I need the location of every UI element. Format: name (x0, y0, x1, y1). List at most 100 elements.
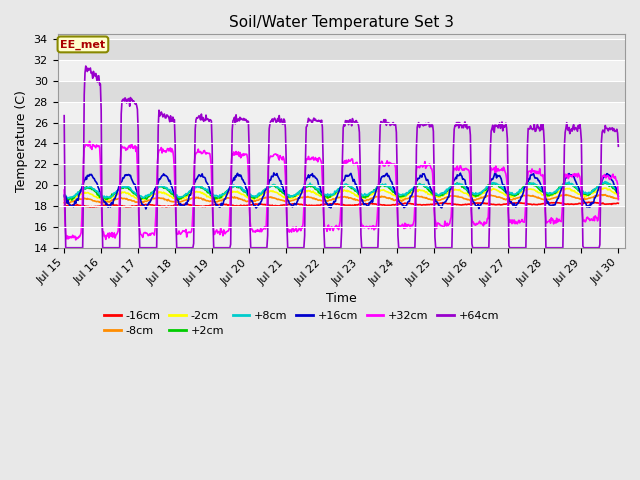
+2cm (60, 194, 68, 200)
Line: -2cm: -2cm (64, 187, 618, 201)
Line: +32cm: +32cm (64, 143, 618, 240)
-16cm (426, 202, 433, 208)
Y-axis label: Temperature (C): Temperature (C) (15, 90, 28, 192)
+32cm (129, 147, 136, 153)
+64cm (214, 245, 222, 251)
+8cm (214, 193, 221, 199)
+32cm (410, 216, 418, 222)
+64cm (614, 145, 622, 151)
+16cm (214, 204, 221, 209)
Bar (58, 122, 625, 144)
+8cm (603, 179, 611, 184)
+8cm (426, 186, 433, 192)
-16cm (88, 204, 96, 210)
-8cm (70, 199, 78, 204)
+64cm (83, 62, 90, 68)
-16cm (128, 204, 136, 209)
+8cm (410, 184, 417, 190)
-8cm (410, 193, 417, 199)
Bar (58, 144, 625, 164)
+2cm (71, 193, 79, 199)
-8cm (97, 201, 104, 206)
-8cm (599, 192, 607, 197)
Line: +8cm: +8cm (64, 181, 618, 198)
+64cm (129, 100, 136, 106)
+16cm (127, 175, 135, 180)
+32cm (214, 229, 222, 235)
-2cm (60, 197, 68, 203)
Bar (58, 164, 625, 185)
-8cm (426, 197, 433, 203)
+2cm (128, 189, 136, 194)
+16cm (60, 192, 68, 198)
+16cm (383, 170, 390, 176)
+16cm (179, 205, 187, 211)
+8cm (128, 187, 136, 193)
-16cm (184, 202, 192, 208)
+8cm (184, 190, 192, 196)
+32cm (71, 234, 79, 240)
X-axis label: Time: Time (326, 292, 356, 305)
-2cm (71, 195, 79, 201)
Text: EE_met: EE_met (60, 39, 106, 49)
+64cm (426, 120, 434, 126)
Bar (58, 185, 625, 206)
+2cm (410, 184, 417, 190)
+32cm (92, 140, 100, 145)
Bar (58, 81, 625, 102)
-2cm (64, 198, 72, 204)
+16cm (410, 185, 418, 191)
-2cm (614, 192, 622, 198)
Line: +16cm: +16cm (64, 173, 618, 208)
Legend: -16cm, -8cm, -2cm, +2cm, +8cm, +16cm, +32cm, +64cm: -16cm, -8cm, -2cm, +2cm, +8cm, +16cm, +3… (100, 306, 503, 340)
+2cm (598, 180, 606, 186)
-16cm (410, 201, 417, 207)
+2cm (614, 191, 622, 196)
+16cm (614, 193, 622, 199)
-8cm (614, 196, 622, 202)
+32cm (60, 187, 68, 193)
-16cm (214, 201, 221, 207)
Bar (58, 102, 625, 122)
Bar (58, 39, 625, 60)
+32cm (426, 164, 434, 170)
-16cm (60, 203, 68, 208)
Title: Soil/Water Temperature Set 3: Soil/Water Temperature Set 3 (228, 15, 454, 30)
-8cm (60, 200, 68, 206)
+64cm (71, 245, 79, 251)
-2cm (128, 193, 136, 199)
Line: +64cm: +64cm (64, 65, 618, 248)
-16cm (70, 202, 78, 208)
-8cm (128, 198, 136, 204)
+64cm (62, 245, 70, 251)
+64cm (410, 245, 418, 251)
+2cm (426, 189, 433, 194)
+32cm (185, 226, 193, 231)
-2cm (184, 193, 192, 199)
Bar (58, 227, 625, 248)
+32cm (614, 198, 622, 204)
+64cm (185, 245, 193, 251)
+8cm (67, 195, 74, 201)
+8cm (71, 193, 79, 199)
-16cm (614, 200, 622, 206)
+16cm (184, 196, 192, 202)
-8cm (184, 196, 192, 202)
Line: -8cm: -8cm (64, 194, 618, 204)
+8cm (60, 193, 68, 199)
-8cm (214, 199, 221, 204)
+16cm (70, 201, 78, 206)
+16cm (426, 184, 434, 190)
+8cm (614, 188, 622, 193)
+32cm (70, 237, 78, 242)
-2cm (410, 189, 417, 194)
+64cm (60, 113, 68, 119)
-16cm (584, 199, 592, 205)
Bar (58, 60, 625, 81)
-2cm (603, 184, 611, 190)
Line: -16cm: -16cm (64, 202, 618, 207)
+2cm (184, 191, 192, 197)
+2cm (214, 195, 221, 201)
+2cm (66, 197, 74, 203)
-2cm (214, 195, 221, 201)
